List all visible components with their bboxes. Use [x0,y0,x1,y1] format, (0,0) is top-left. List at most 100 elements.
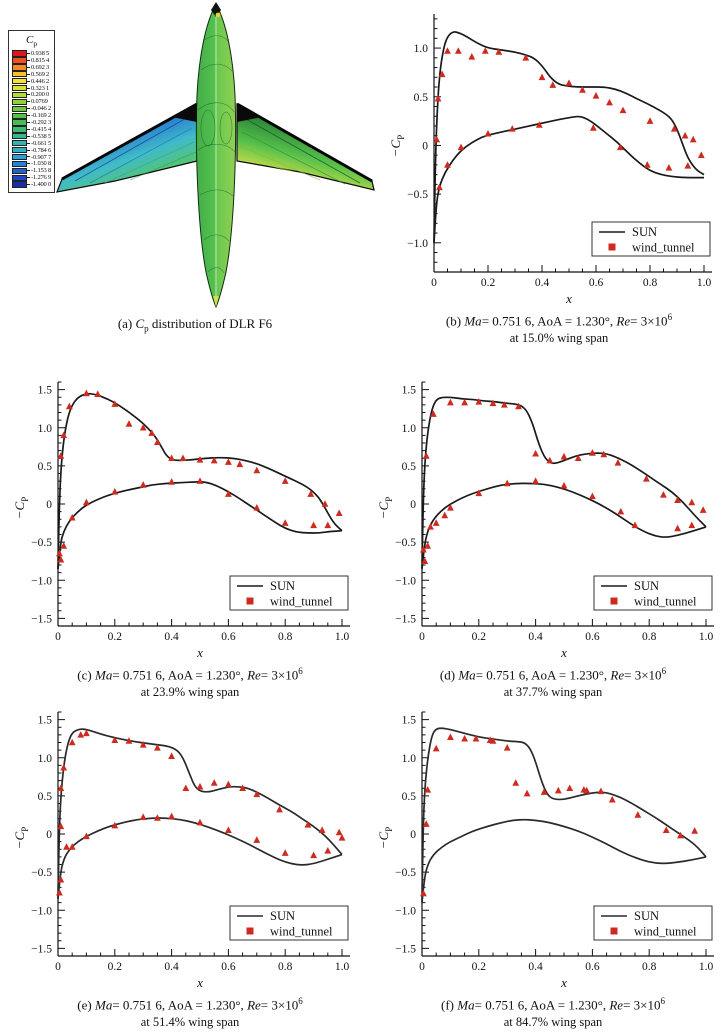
wind-tunnel-point [489,737,497,744]
colorbar-swatch [12,146,27,154]
x-tick-label: 0 [431,277,437,289]
wind-tunnel-point [239,784,246,792]
x-tick-label: 0 [419,631,425,643]
wind-tunnel-point [65,402,73,410]
wind-tunnel-point [592,91,600,99]
panel-b: 0 0.2 0.4 0.6 0.8 1.0 −1.0 −0.5 0 0.5 1.0 x SUN wind_… [388,8,728,347]
wind-tunnel-point [321,500,329,507]
colorbar-value: -1.153 8 [31,167,52,175]
x-tick-label: 0.2 [481,277,496,289]
wind-tunnel-point [597,787,605,795]
wind-tunnel-point [310,851,317,859]
y-tick-label: −1.0 [31,905,52,917]
wind-tunnel-point [484,129,492,137]
wind-tunnel-point [125,420,133,427]
x-axis-label: x [560,975,567,990]
colorbar-row: -0.046 2 [12,105,51,112]
wind-tunnel-point [660,491,667,498]
colorbar-row: 0.815 4 [12,57,51,64]
wind-tunnel-point [83,389,90,397]
colorbar-row: -1.153 8 [12,167,51,174]
colorbar-row: 0.938 5 [12,50,51,57]
colorbar-row: -0.292 3 [12,119,51,126]
colorbar-tick [27,101,30,103]
wind-tunnel-point [535,121,543,128]
y-tick-label: −0.5 [31,537,52,549]
colorbar-value: 0.569 2 [31,70,50,78]
colorbar-tick [27,128,30,130]
panel-f: 0 0.2 0.4 0.6 0.8 1.0 −1.5 −1.0 −0.5 0 0.5 1.0 1.5 x S… [376,706,728,1031]
wind-tunnel-point [281,519,289,526]
caption-b: (b) Ma= 0.751 6, AoA = 1.230°, Re= 3×106… [445,312,673,345]
y-tick-label: −1.0 [395,575,416,587]
cp-colorbar: Cp 0.938 5 0.815 4 0.692 3 0.569 2 0.446 2 0.… [8,30,56,193]
colorbar-swatch [12,71,27,78]
y-axis-label: −CP [12,826,30,849]
y-tick-label: −1.0 [395,905,416,917]
colorbar-value: -0.046 2 [31,105,52,113]
colorbar-tick [27,149,30,151]
y-tick-label: 1.5 [38,715,53,727]
colorbar-swatch [12,105,27,112]
y-tick-label: 1.0 [38,423,53,435]
colorbar-swatch [12,153,27,161]
wind-tunnel-point [489,399,497,407]
x-tick-label: 0.4 [164,961,179,973]
sun-lower-curve [57,817,343,899]
wind-tunnel-point [691,827,699,834]
wind-tunnel-point [457,143,465,151]
wind-tunnel-point [57,875,65,883]
wind-tunnel-point [335,509,343,516]
colorbar-title: Cp [25,34,38,49]
wind-tunnel-point [560,452,568,460]
wind-tunnel-point [420,545,427,553]
x-tick-label: 0.6 [221,631,236,643]
wind-tunnel-point [532,449,539,457]
colorbar-value: 0.815 4 [31,57,50,65]
colorbar-swatch [12,126,27,133]
x-tick-label: 0.2 [472,961,487,973]
sun-upper-curve [433,31,705,243]
wind-tunnel-point [447,398,454,406]
sun-upper-curve [421,727,707,903]
wind-tunnel-point [225,780,232,788]
wind-tunnel-point [154,744,161,751]
colorbar-swatch [12,64,27,71]
colorbar-tick [27,73,30,75]
wind-tunnel-point [503,479,511,487]
x-tick-label: 0.2 [108,631,123,643]
y-tick-label: −1.5 [395,943,416,955]
y-tick-label: 0 [46,829,52,841]
colorbar-row: -0.907 7 [12,154,51,161]
colorbar-swatch [12,112,27,119]
colorbar-tick [27,156,30,158]
wind-tunnel-point [253,836,261,843]
wind-tunnel-point [447,504,454,511]
colorbar-tick [27,184,30,186]
wind-tunnel-point [168,752,175,760]
right-wing [236,102,375,191]
wind-tunnel-point [662,826,670,833]
wind-tunnel-point [677,831,684,839]
wind-tunnel-point [454,47,462,54]
sun-lower-curve [57,481,343,569]
y-tick-label: 0 [410,829,416,841]
sun-upper-curve [57,728,343,899]
y-tick-label: 1.0 [402,423,417,435]
y-tick-label: 1.0 [402,753,417,765]
wind-tunnel-point [512,779,520,786]
y-tick-label: 1.0 [38,753,53,765]
wind-tunnel-point [324,521,332,529]
wind-tunnel-point [475,489,483,497]
y-tick-label: −1.5 [395,613,416,625]
x-tick-label: 0.8 [278,961,293,973]
wind-tunnel-point [60,542,68,549]
wind-tunnel-point [111,400,119,407]
wind-tunnel-point [77,731,85,738]
wind-tunnel-point [432,744,440,752]
wind-tunnel-point [665,164,673,171]
wind-tunnel-point [168,812,175,820]
y-tick-label: 0.5 [402,791,417,803]
wind-tunnel-point [600,450,608,458]
wind-tunnel-point [310,521,317,529]
